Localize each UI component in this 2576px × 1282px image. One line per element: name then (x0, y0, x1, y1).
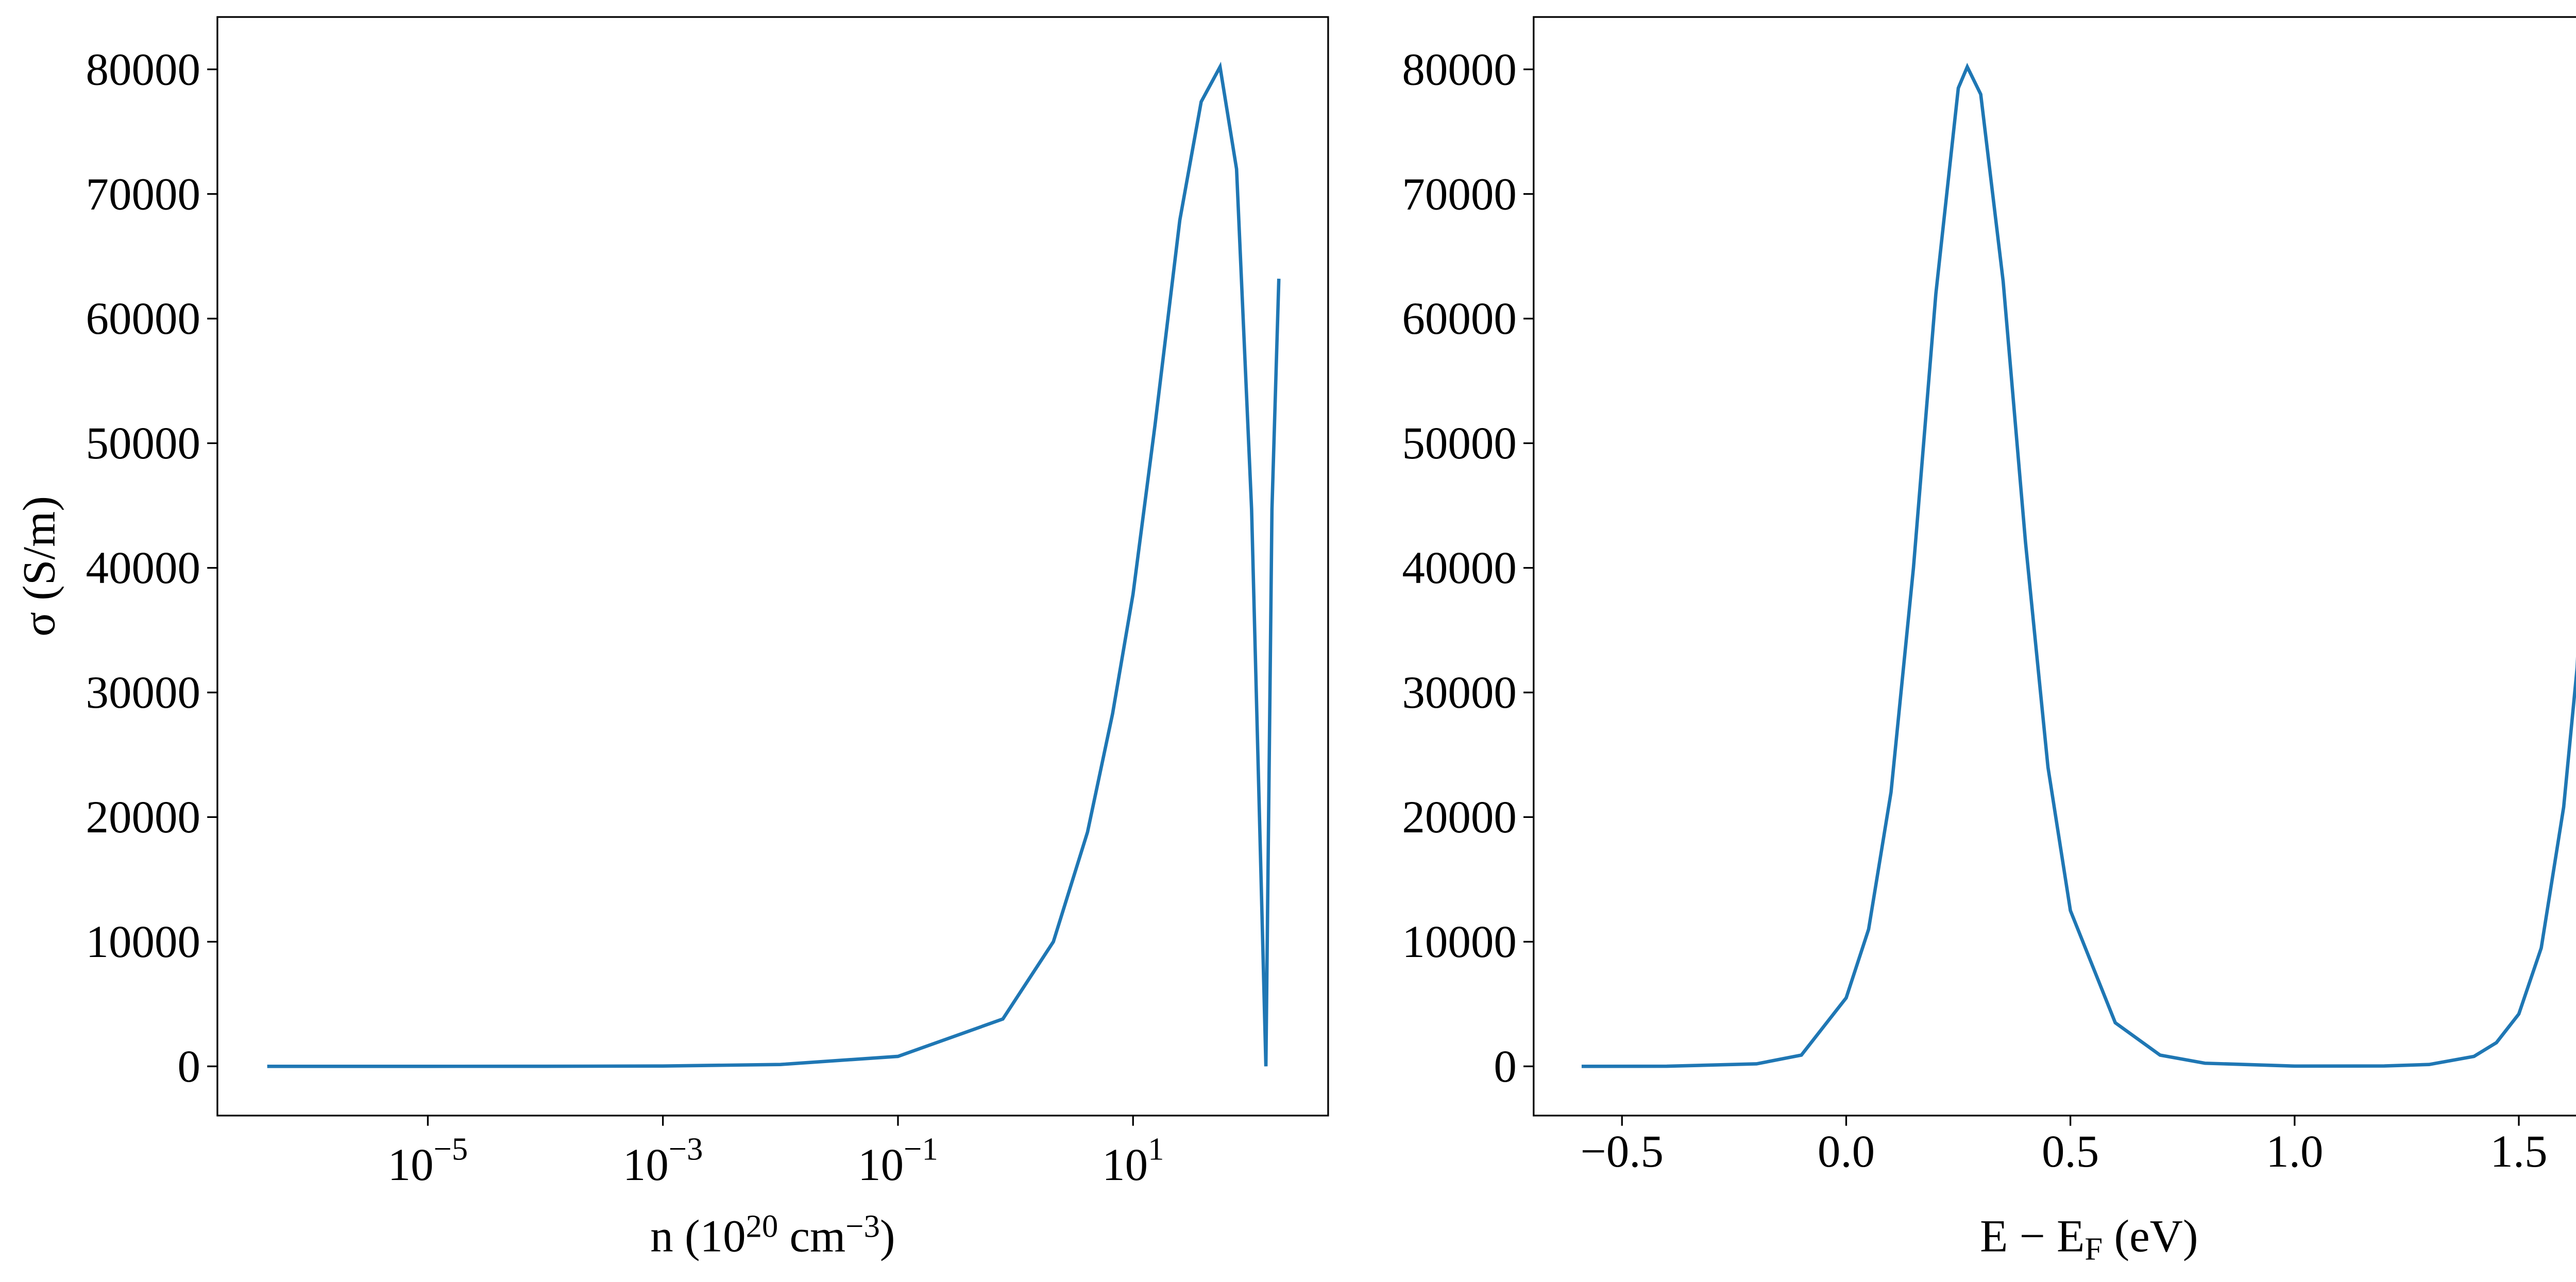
tick-base: 10 (1102, 1140, 1148, 1190)
tick-base: 10 (623, 1140, 669, 1190)
tick-exponent: −1 (904, 1131, 938, 1167)
panel: 0 10000 20000 30000 40000 50000 60000 70000 8000… (14, 16, 1329, 1262)
label-text: cm (778, 1211, 845, 1262)
y-tick-label: 70000 (86, 169, 200, 219)
y-tick-label: 80000 (1402, 44, 1517, 95)
x-tick-label: 1.5 (2490, 1126, 2547, 1177)
label-sup: −3 (845, 1208, 880, 1244)
y-tick-label: 80000 (86, 44, 200, 95)
x-tick-label: 10−3 (623, 1131, 703, 1191)
x-tick-label: −0.5 (1581, 1126, 1664, 1177)
label-text: E − E (1980, 1211, 2084, 1262)
y-tick-label: 10000 (86, 917, 200, 967)
y-tick-label: 50000 (1402, 418, 1517, 469)
label-text: (eV) (2103, 1211, 2198, 1262)
label-text: ) (880, 1211, 895, 1262)
x-axis-label: E − EF (eV) (1980, 1211, 2198, 1267)
data-line (1581, 62, 2576, 1068)
x-tick-label: 1.0 (2266, 1126, 2323, 1177)
panel: 0 10000 20000 30000 40000 50000 60000 70000 8000… (1402, 16, 2576, 1267)
x-tick-label: 0.5 (2042, 1126, 2099, 1177)
y-tick-label: 70000 (1402, 169, 1517, 219)
y-tick-label: 0 (177, 1041, 200, 1092)
axes-frame (1533, 16, 2576, 1117)
y-tick-label: 0 (1494, 1041, 1517, 1092)
y-tick-label: 20000 (1402, 792, 1517, 843)
tick-exponent: −3 (669, 1131, 703, 1167)
y-tick-label: 30000 (1402, 668, 1517, 718)
label-sup: 20 (746, 1208, 778, 1244)
tick-base: 10 (858, 1140, 904, 1190)
x-tick-label: 101 (1102, 1131, 1164, 1191)
label-sub: F (2084, 1230, 2103, 1267)
y-tick-label: 60000 (1402, 294, 1517, 344)
y-tick-label: 50000 (86, 418, 200, 469)
y-tick-label: 30000 (86, 668, 200, 718)
data-line (267, 61, 1281, 1068)
x-tick-label: 10−1 (858, 1131, 938, 1191)
axes-frame (216, 16, 1329, 1117)
tick-exponent: 1 (1148, 1131, 1164, 1167)
y-axis-label: σ (S/m) (14, 496, 64, 637)
tick-base: 10 (388, 1140, 434, 1190)
y-tick-label: 40000 (86, 543, 200, 593)
y-tick-label: 40000 (1402, 543, 1517, 593)
y-tick-label: 20000 (86, 792, 200, 843)
y-tick-label: 10000 (1402, 917, 1517, 967)
y-tick-label: 60000 (86, 294, 200, 344)
x-axis-label: n (1020 cm−3) (650, 1208, 895, 1261)
tick-exponent: −5 (434, 1131, 468, 1167)
label-text: n (10 (650, 1211, 745, 1262)
x-tick-label: 0.0 (1818, 1126, 1875, 1177)
x-tick-label: 10−5 (388, 1131, 468, 1191)
